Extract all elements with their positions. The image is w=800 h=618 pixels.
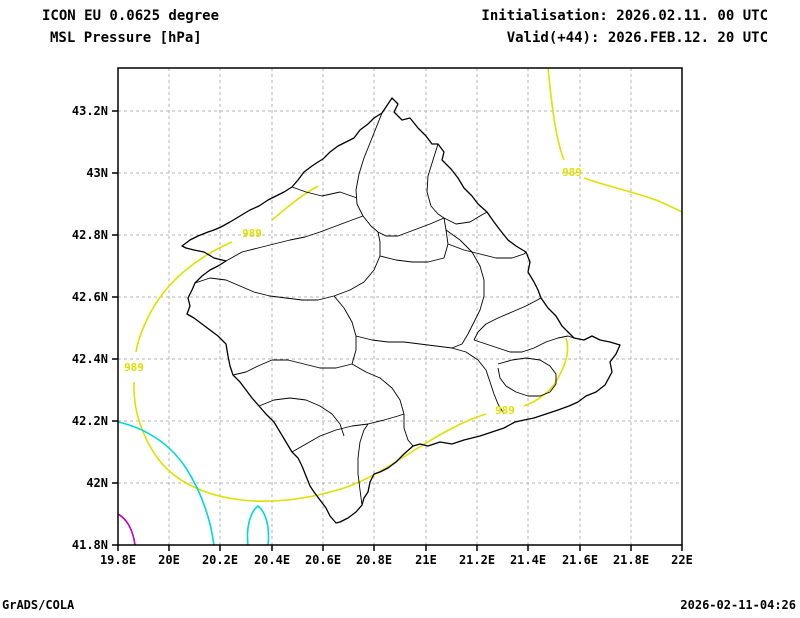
- lon-axis-label: 21.4E: [510, 553, 546, 567]
- pressure-contours-magenta: [117, 513, 136, 546]
- lon-axis-label: 20.6E: [305, 553, 341, 567]
- lon-axis-label: 21.6E: [562, 553, 598, 567]
- lat-axis-label: 42.2N: [72, 414, 108, 428]
- district-border: [355, 335, 505, 415]
- lon-axis-label: 20.2E: [202, 553, 238, 567]
- district-border: [333, 295, 357, 365]
- lat-axis-label: 42.4N: [72, 352, 108, 366]
- district-border: [194, 231, 381, 301]
- lon-axis-label: 22E: [671, 553, 693, 567]
- district-border: [232, 359, 353, 376]
- district-border: [445, 229, 485, 349]
- lon-axis-label: 21.2E: [459, 553, 495, 567]
- lon-axis-label: 21E: [415, 553, 437, 567]
- district-border: [497, 357, 557, 397]
- valid-time: Valid(+44): 2026.FEB.12. 20 UTC: [506, 30, 768, 46]
- district-border: [357, 423, 369, 506]
- district-border: [426, 143, 445, 219]
- district-border: [379, 217, 449, 263]
- model-title: ICON EU 0.0625 degree: [42, 8, 220, 24]
- contour-segment: [135, 241, 233, 353]
- contour-segment: [523, 337, 569, 407]
- axis-ticks: [112, 110, 683, 551]
- lat-axis-label: 43N: [86, 166, 108, 180]
- contour-segment: [583, 177, 683, 213]
- district-border: [473, 335, 575, 353]
- contour-segment: [117, 513, 136, 546]
- kosovo-outline: [181, 97, 621, 524]
- contour-segment: [117, 421, 215, 546]
- lat-axis-label: 42.8N: [72, 228, 108, 242]
- district-border: [355, 112, 383, 233]
- lat-axis-label: 42.6N: [72, 290, 108, 304]
- lon-axis-label: 21.8E: [613, 553, 649, 567]
- district-border: [473, 297, 542, 341]
- lon-axis-label: 20.4E: [254, 553, 290, 567]
- init-time: Initialisation: 2026.02.11. 00 UTC: [481, 8, 768, 24]
- country-border: [181, 97, 621, 524]
- contour-segment: [547, 67, 565, 161]
- contour-segment: [246, 504, 270, 546]
- plot-frame: [117, 67, 683, 546]
- pressure-contours-cyan: [117, 421, 270, 546]
- district-border: [291, 186, 358, 199]
- contour-segment: [133, 381, 487, 503]
- lon-axis-label: 20.8E: [356, 553, 392, 567]
- pressure-contours-yellow: [133, 67, 683, 503]
- district-border: [291, 413, 405, 453]
- district-border: [351, 363, 414, 447]
- district-border: [443, 211, 488, 225]
- graticule-grid: [118, 68, 682, 545]
- district-border: [377, 217, 445, 237]
- district-border: [225, 215, 364, 262]
- lat-axis-label: 41.8N: [72, 538, 108, 552]
- generation-timestamp: 2026-02-11-04:26: [680, 598, 796, 612]
- contour-label: 989: [562, 166, 582, 179]
- district-border: [447, 243, 527, 259]
- lon-axis-label: 19.8E: [100, 553, 136, 567]
- district-border: [258, 397, 345, 437]
- contour-labels: 989 989 989 989: [124, 166, 582, 417]
- field-title: MSL Pressure [hPa]: [50, 30, 202, 46]
- lat-axis: 43.2N 43N 42.8N 42.6N 42.4N 42.2N 42N 41…: [72, 104, 108, 552]
- lon-axis-label: 20E: [158, 553, 180, 567]
- lat-axis-label: 43.2N: [72, 104, 108, 118]
- contour-label: 989: [124, 361, 144, 374]
- grads-credit: GrADS/COLA: [2, 598, 75, 612]
- contour-label: 989: [242, 227, 262, 240]
- contour-label: 989: [495, 404, 515, 417]
- contour-segment: [271, 185, 319, 221]
- district-borders: [194, 112, 575, 506]
- lon-axis: 19.8E 20E 20.2E 20.4E 20.6E 20.8E 21E 21…: [100, 553, 693, 567]
- lat-axis-label: 42N: [86, 476, 108, 490]
